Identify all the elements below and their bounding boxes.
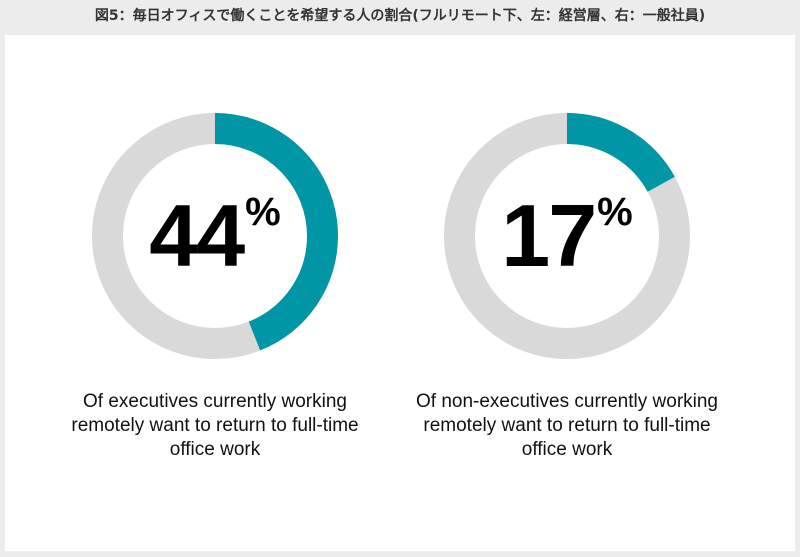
percentage-value: 17 — [501, 186, 597, 285]
donut-svg — [444, 113, 690, 359]
chart-caption: Of executives currently working remotely… — [71, 391, 359, 460]
percentage-value: 44 — [149, 186, 245, 285]
percentage-label: 17% — [441, 110, 693, 362]
chart-caption: Of non-executives currently working remo… — [415, 391, 718, 460]
chart-panel: 44% Of executives currently working remo… — [5, 35, 795, 551]
donut-chart: 17% — [441, 110, 693, 362]
percent-sign: % — [245, 190, 281, 234]
percentage-label: 44% — [89, 110, 341, 362]
donut-value-arc — [444, 113, 690, 359]
donut-svg — [92, 113, 338, 359]
donut-chart: 44% — [89, 110, 341, 362]
figure-title: 図5：毎日オフィスで働くことを希望する人の割合(フルリモート下、左：経営層、右：… — [94, 8, 706, 24]
donut-value-arc — [92, 113, 338, 359]
percent-sign: % — [597, 190, 633, 234]
